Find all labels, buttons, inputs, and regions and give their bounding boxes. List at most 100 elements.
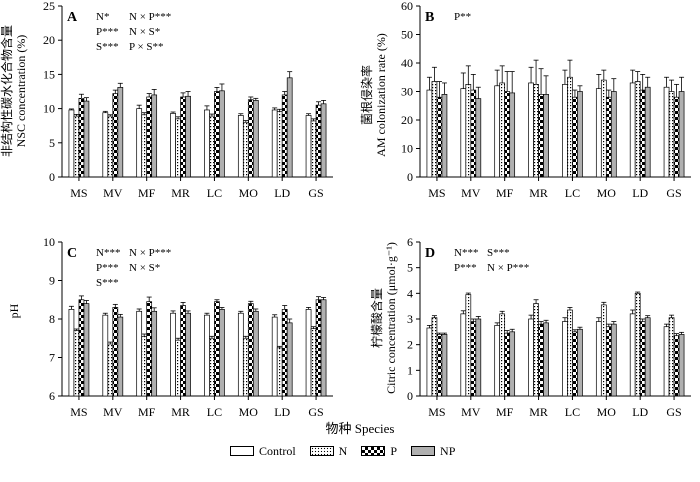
x-tick-label: GS: [666, 405, 681, 419]
significance-text: N × P***: [129, 11, 171, 23]
significance-text: N × P***: [129, 247, 171, 259]
bar-n: [431, 317, 438, 397]
bar-p: [538, 323, 544, 397]
x-tick-label: MV: [461, 405, 481, 419]
y-tick-label: 6: [49, 389, 55, 403]
bar-n: [107, 115, 114, 178]
bar-np: [577, 91, 583, 178]
panel-b: 0 10 20 30 40 50 60 MS MV MF MR LC MO LD GS B P**: [401, 0, 691, 200]
y-tick-label: 8: [49, 312, 55, 326]
bar-n: [73, 330, 80, 397]
bar-p: [572, 331, 578, 397]
bar-np: [475, 318, 482, 397]
significance-text: N × S*: [129, 262, 160, 274]
y-tick-label: 25: [43, 0, 55, 13]
bar-control: [102, 112, 109, 178]
x-tick-label: MS: [70, 186, 87, 200]
bar-n: [634, 81, 641, 178]
bar-np: [678, 334, 685, 397]
bar-n: [567, 76, 573, 178]
y-tick-label: 2: [407, 338, 413, 352]
legend-label-n: N: [338, 443, 348, 458]
bar-n: [668, 91, 675, 178]
bar-n: [276, 347, 283, 397]
bar-p: [538, 93, 544, 178]
bar-p: [112, 307, 119, 397]
bar-control: [426, 327, 433, 397]
bar-p: [112, 93, 119, 178]
x-tick-label: LC: [207, 186, 222, 200]
x-tick-label: MO: [597, 405, 617, 419]
panel-b-ylabel: 菌根侵染率 AM colonization rate (%): [360, 20, 390, 170]
bar-p: [78, 299, 85, 397]
bar-control: [528, 82, 534, 178]
bar-n: [242, 121, 249, 178]
bar-n: [107, 343, 114, 397]
significance-text: P***: [96, 262, 119, 274]
bar-n: [175, 118, 181, 178]
bar-np: [83, 100, 90, 178]
y-tick-label: 10: [43, 235, 55, 249]
bar-np: [219, 309, 225, 397]
legend-swatch-control: [230, 446, 254, 456]
bar-p: [504, 332, 511, 397]
legend-item-control: Control: [230, 444, 296, 459]
bar-p: [180, 305, 186, 397]
bar-p: [639, 321, 646, 397]
bar-np: [509, 331, 516, 397]
bar-np: [509, 92, 516, 178]
bar-p: [180, 96, 186, 178]
bar-p: [605, 96, 612, 178]
bar-np: [644, 317, 651, 397]
bar-p: [247, 99, 254, 178]
bar-control: [460, 313, 467, 397]
y-tick-label: 0: [49, 170, 55, 184]
bar-control: [629, 313, 636, 397]
bar-np: [286, 322, 293, 397]
x-tick-label: MS: [428, 405, 445, 419]
bar-p: [281, 94, 288, 178]
y-tick-label: 3: [407, 312, 413, 326]
bar-np: [151, 94, 158, 178]
panel-label: D: [425, 246, 435, 261]
legend-label-p: P: [390, 443, 398, 458]
bar-control: [271, 316, 278, 397]
x-tick-label: MF: [138, 405, 156, 419]
bar-np: [543, 93, 549, 178]
bar-n: [567, 309, 573, 397]
bar-control: [305, 309, 312, 397]
bar-n: [668, 317, 675, 397]
bar-control: [562, 321, 568, 397]
y-tick-label: 10: [401, 142, 413, 156]
bar-control: [595, 88, 602, 178]
x-tick-label: MR: [529, 186, 548, 200]
bar-n: [533, 84, 539, 178]
bar-np: [320, 299, 327, 397]
panel-label: C: [67, 246, 77, 261]
bar-n: [431, 81, 438, 178]
bar-n: [499, 82, 506, 178]
significance-text: S***: [96, 277, 119, 289]
bar-control: [562, 84, 568, 178]
bar-control: [170, 113, 176, 178]
x-tick-label: MV: [103, 186, 123, 200]
bar-n: [175, 339, 181, 397]
legend-label-np: NP: [440, 443, 456, 458]
bar-p: [572, 96, 578, 178]
bar-np: [117, 316, 124, 397]
x-tick-label: MO: [239, 405, 259, 419]
bar-n: [141, 335, 148, 397]
bar-control: [271, 109, 278, 178]
bar-np: [252, 100, 259, 178]
significance-text: N***: [454, 247, 478, 259]
bar-np: [185, 95, 191, 178]
bar-p: [605, 326, 612, 397]
bar-p: [436, 334, 443, 397]
bar-np: [678, 91, 685, 178]
bar-p: [146, 96, 153, 178]
bar-control: [629, 82, 636, 178]
x-tick-label: MV: [461, 186, 481, 200]
x-axis-title: 物种 Species: [325, 421, 395, 436]
bar-control: [663, 326, 670, 397]
bar-control: [102, 314, 109, 397]
